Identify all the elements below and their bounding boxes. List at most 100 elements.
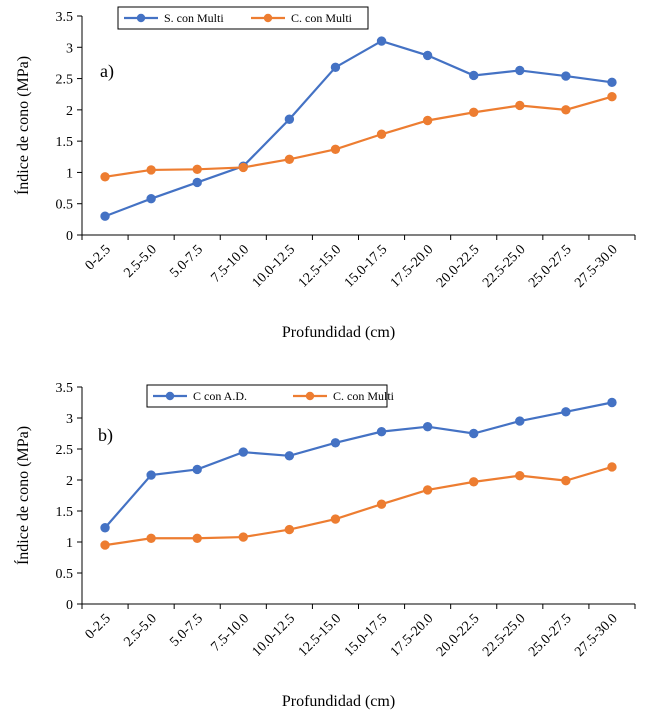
data-point-series-1 [146,194,156,204]
x-tick-label: 20.0-22.5 [434,242,483,291]
chart-panel-a: 0 0.5 1 1.5 2 2.5 3 3.5 0-2.5 2.5-5.0 5.0-7.5 7.5-1… [13,6,636,341]
data-point-series-2 [100,540,110,550]
data-point-series-1 [284,451,295,461]
y-tick-label: 3 [66,41,73,56]
x-tick-label: 5.0-7.5 [167,242,206,281]
data-point-series-1 [100,211,110,221]
data-point-series-1 [376,426,387,437]
series-line-2 [104,95,613,178]
y-tick-label: 1 [66,536,73,551]
data-point-series-1 [469,70,479,81]
data-point-series-1 [561,71,571,81]
panel-label: a) [100,61,114,82]
data-point-series-2 [146,165,156,175]
series-line-1 [104,401,613,529]
data-point-series-2 [376,129,387,139]
y-tick-label: 2.5 [56,73,74,88]
x-tick-label: 12.5-15.0 [296,611,345,660]
data-point-series-2 [607,92,617,102]
y-axis-title: Índice de cono (MPa) [13,56,32,195]
legend-swatch-marker [165,391,175,401]
x-tick-label: 10.0-12.5 [250,242,299,291]
legend: S. con Multi C. con Multi [117,6,369,30]
data-point-series-1 [422,50,433,61]
data-point-series-1 [100,523,110,533]
x-tick-label: 20.0-22.5 [434,611,483,660]
legend: C con A.D. C. con Multi [146,384,395,408]
x-axis-title: Profundidad (cm) [282,324,395,341]
x-axis-title: Profundidad (cm) [282,693,395,710]
data-point-series-1 [607,397,617,408]
data-point-series-2 [192,164,202,175]
x-tick-label: 2.5-5.0 [121,611,160,650]
x-tick-label: 0-2.5 [83,242,114,273]
legend-swatch-marker [136,13,146,23]
y-tick-label: 3 [66,412,73,427]
data-point-series-2 [100,172,110,182]
chart-panel-b: 0 0.5 1 1.5 2 2.5 3 3.5 0-2.5 2.5-5.0 5.0-7.5 7.5-1… [13,381,636,710]
data-point-series-1 [284,114,295,124]
x-tick-label: 7.5-10.0 [209,242,253,286]
data-point-series-2 [607,462,617,472]
x-tick-label: 22.5-25.0 [480,242,529,291]
x-tick-label: 25.0-27.5 [526,242,575,291]
data-point-series-2 [422,485,433,495]
data-point-series-1 [515,65,525,76]
y-tick-label: 1.5 [56,505,74,520]
x-tick-label: 10.0-12.5 [250,611,299,660]
y-tick-label: 0 [66,598,73,613]
x-tick-label: 15.0-17.5 [342,611,391,660]
data-point-series-2 [561,105,571,115]
x-tick-label: 7.5-10.0 [209,611,253,655]
legend-box [117,6,369,30]
data-point-series-2 [330,514,341,524]
data-point-series-2 [422,115,433,126]
data-point-series-2 [515,470,525,481]
y-tick-label: 2.5 [56,443,74,458]
data-point-series-2 [330,144,341,154]
data-point-series-1 [238,447,248,457]
data-point-series-1 [607,77,617,88]
y-tick-label: 2 [66,104,73,119]
data-point-series-2 [561,475,571,486]
panel-label: b) [98,425,113,446]
y-tick-label: 0.5 [56,198,74,213]
data-point-series-1 [561,407,571,417]
legend-label: C. con Multi [333,389,395,403]
legend-swatch-marker [305,391,315,401]
data-point-series-2 [192,533,202,543]
y-tick-label: 3.5 [56,381,74,396]
legend-label: C con A.D. [193,389,247,403]
x-tick-label: 12.5-15.0 [296,242,345,291]
data-point-series-2 [284,524,295,535]
y-tick-label: 0.5 [56,567,74,582]
y-tick-label: 1 [66,166,73,181]
legend-label: S. con Multi [164,11,224,25]
x-tick-label: 27.5-30.0 [572,242,621,291]
x-tick-label: 22.5-25.0 [480,611,529,660]
x-tick-label: 2.5-5.0 [121,242,160,281]
legend-box [146,384,388,408]
x-tick-label: 17.5-20.0 [388,611,437,660]
y-tick-label: 2 [66,474,73,489]
data-point-series-2 [146,533,156,543]
data-point-series-1 [192,464,202,475]
data-point-series-1 [376,36,387,46]
data-point-series-2 [469,477,479,487]
data-point-series-2 [284,154,295,164]
data-point-series-2 [376,499,387,509]
y-axis-title: Índice de cono (MPa) [13,426,32,565]
series-line-1 [104,39,613,218]
data-point-series-1 [422,421,433,432]
x-tick-label: 5.0-7.5 [167,611,206,650]
data-point-series-1 [192,177,202,188]
x-tick-label: 17.5-20.0 [388,242,437,291]
y-tick-label: 1.5 [56,135,74,150]
data-point-series-2 [515,100,525,111]
x-tick-label: 25.0-27.5 [526,611,575,660]
data-point-series-2 [238,162,248,173]
data-point-series-1 [515,416,525,426]
y-tick-label: 0 [66,229,73,244]
data-point-series-1 [330,438,341,448]
